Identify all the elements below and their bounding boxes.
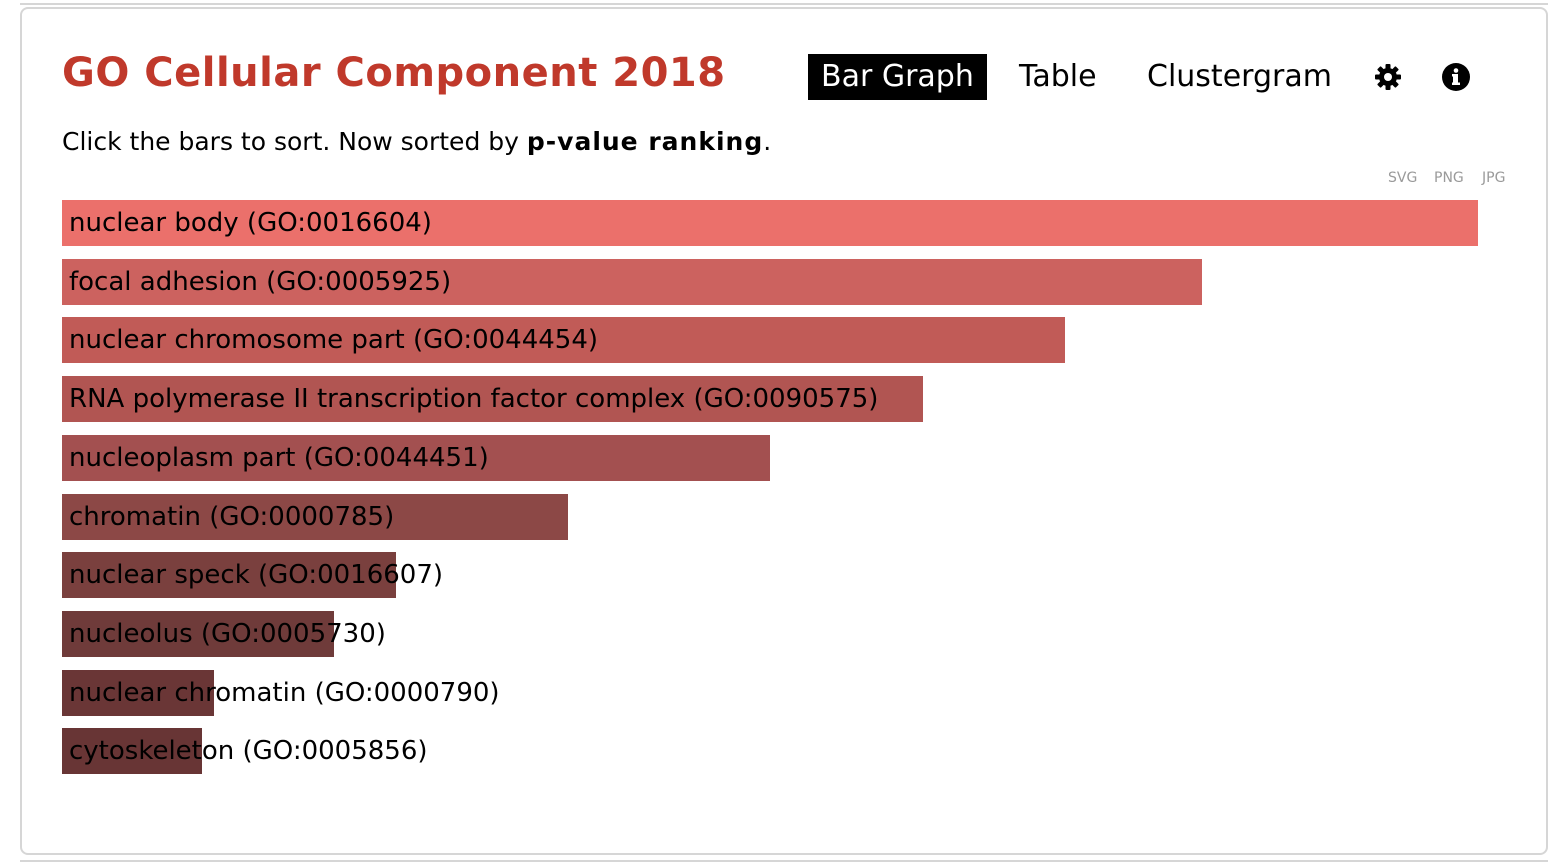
sort-instructions-suffix: . [763, 127, 772, 156]
sort-instructions: Click the bars to sort. Now sorted by p-… [62, 124, 771, 160]
bar-label: RNA polymerase II transcription factor c… [69, 384, 879, 415]
bar-row[interactable]: nuclear speck (GO:0016607) [62, 552, 1482, 599]
bar-label: nuclear chromosome part (GO:0044454) [69, 325, 599, 356]
tab-clustergram[interactable]: Clustergram [1147, 59, 1332, 94]
bar[interactable] [62, 434, 770, 481]
bar-label: nucleolus (GO:0005730) [69, 618, 386, 649]
bar[interactable] [62, 552, 397, 599]
export-jpg-link[interactable]: JPG [1482, 170, 1506, 186]
bar-label: cytoskeleton (GO:0005856) [69, 736, 428, 767]
bar-label: nucleoplasm part (GO:0044451) [69, 442, 489, 473]
bar[interactable] [62, 610, 334, 657]
bar-row[interactable]: focal adhesion (GO:0005925) [62, 258, 1482, 305]
bar-row[interactable]: nuclear chromatin (GO:0000790) [62, 669, 1482, 716]
export-png-link[interactable]: PNG [1434, 170, 1464, 186]
card-bottom-edge [20, 860, 1548, 864]
library-title: GO Cellular Component 2018 [62, 50, 726, 96]
bar-label: nuclear chromatin (GO:0000790) [69, 677, 500, 708]
bar-row[interactable]: cytoskeleton (GO:0005856) [62, 728, 1482, 775]
bar-row[interactable]: nuclear body (GO:0016604) [62, 200, 1482, 246]
bar-label: nuclear speck (GO:0016607) [69, 560, 444, 591]
bar-row[interactable]: RNA polymerase II transcription factor c… [62, 376, 1482, 423]
info-icon[interactable] [1441, 62, 1471, 92]
bar-label: chromatin (GO:0000785) [69, 501, 395, 532]
bar[interactable] [62, 258, 1202, 305]
sort-instructions-prefix: Click the bars to sort. Now sorted by [62, 127, 527, 156]
bar-row[interactable]: nucleoplasm part (GO:0044451) [62, 434, 1482, 481]
bar[interactable] [62, 317, 1065, 364]
bar[interactable] [62, 376, 923, 423]
sort-key: p-value ranking [526, 127, 764, 156]
bar[interactable] [62, 728, 203, 775]
bar-row[interactable]: nucleolus (GO:0005730) [62, 610, 1482, 657]
tab-bar-graph[interactable]: Bar Graph [808, 54, 987, 100]
bar[interactable] [62, 669, 214, 716]
bar-row[interactable]: chromatin (GO:0000785) [62, 493, 1482, 540]
bar-label: nuclear body (GO:0016604) [69, 208, 432, 238]
bar[interactable] [62, 200, 1478, 246]
export-svg-link[interactable]: SVG [1388, 170, 1418, 186]
results-card [20, 7, 1548, 855]
bar-label: focal adhesion (GO:0005925) [69, 266, 452, 297]
bar-row[interactable]: nuclear chromosome part (GO:0044454) [62, 317, 1482, 364]
bar[interactable] [62, 493, 568, 540]
tab-table[interactable]: Table [1019, 59, 1097, 94]
gear-icon[interactable] [1373, 62, 1403, 92]
bar-chart: nuclear body (GO:0016604) focal adhesion … [62, 200, 1482, 780]
card-top-edge [20, 0, 1548, 5]
